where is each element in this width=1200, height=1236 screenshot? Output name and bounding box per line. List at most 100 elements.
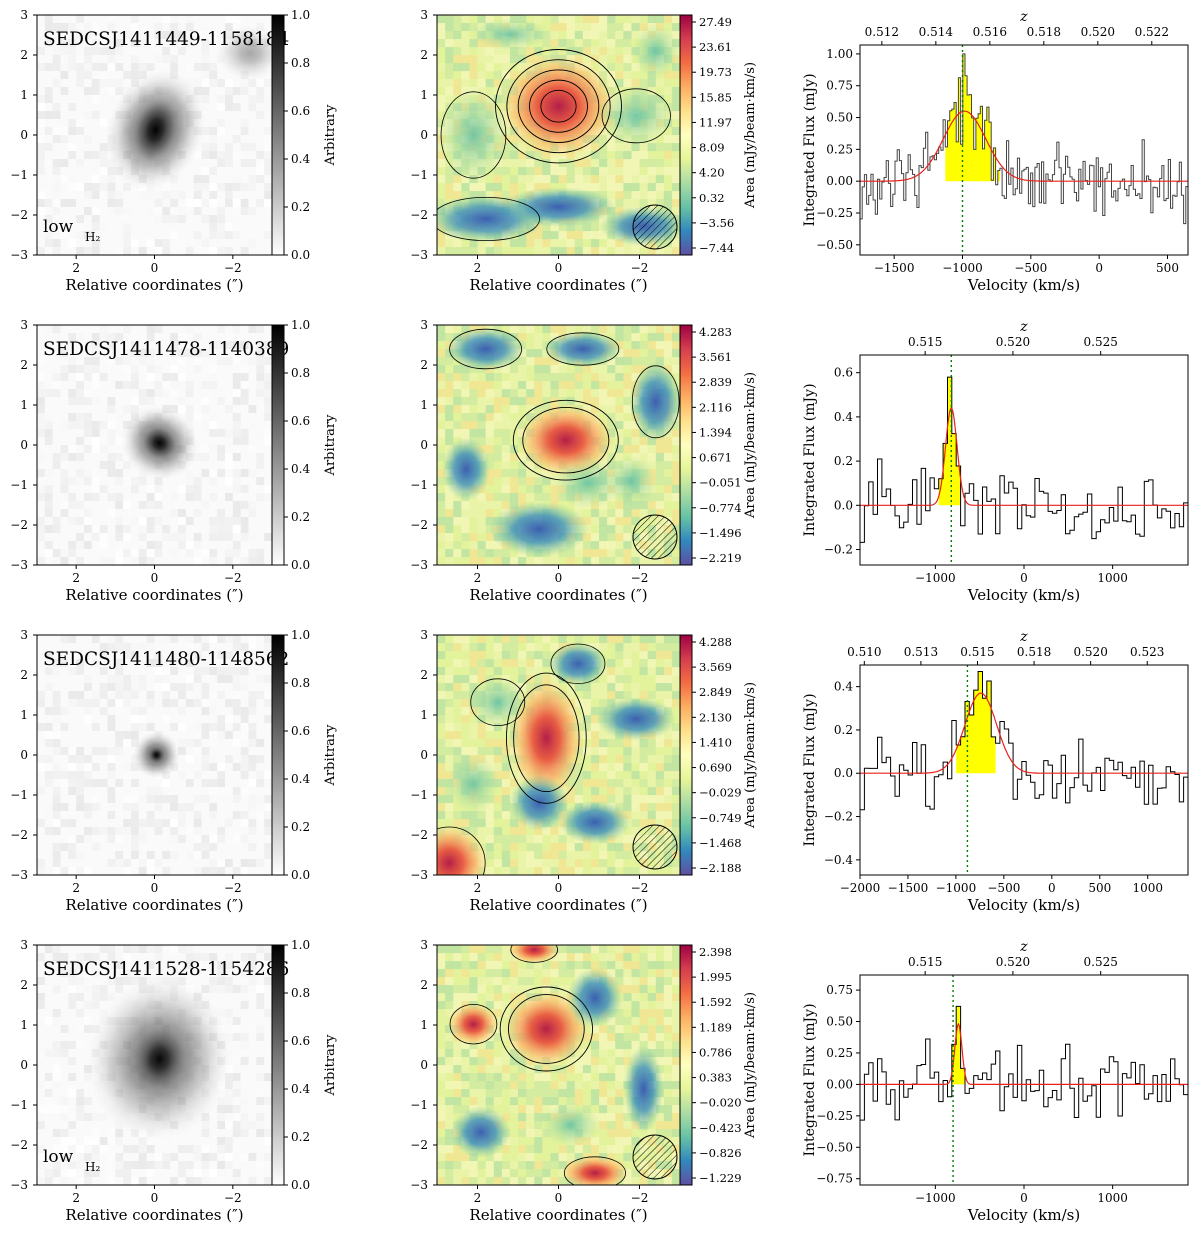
colorbar-tick-label: 4.20 bbox=[699, 166, 725, 180]
contour bbox=[437, 197, 540, 241]
low-h2-label: H₂ bbox=[85, 230, 100, 244]
z-tick-label: 0.522 bbox=[1135, 25, 1169, 39]
y-tick-label: 0.50 bbox=[826, 1015, 853, 1029]
colorbar-tick-label: 0.0 bbox=[291, 1178, 310, 1192]
colorbar-tick-label: 0.690 bbox=[699, 761, 732, 775]
optical-image-panel: SEDCSJ1411449-1158184 low H₂ 3 2 1 0 −1 −2 −3 2 0 −2… bbox=[10, 8, 338, 294]
z-tick-label: 0.515 bbox=[908, 955, 942, 969]
y-tick-label: 3 bbox=[420, 318, 428, 332]
y-tick-label: −0.2 bbox=[824, 810, 853, 824]
colorbar bbox=[679, 944, 693, 1186]
colorbar-label: Arbitrary bbox=[323, 104, 338, 166]
colorbar-tick-label: −0.826 bbox=[699, 1146, 742, 1160]
map-emission-region bbox=[605, 455, 658, 507]
y-tick-label: 2 bbox=[20, 978, 28, 992]
colorbar-tick-label: 0.8 bbox=[291, 56, 310, 70]
map-emission-region bbox=[498, 52, 619, 161]
spectrum-panel: −0.50 −0.25 0.00 0.25 0.50 0.75 1.00 −1500 −1000… bbox=[802, 9, 1189, 294]
y-tick-label: −3 bbox=[10, 868, 28, 882]
x-tick-label: 2 bbox=[72, 881, 80, 895]
y-tick-label: 2 bbox=[20, 668, 28, 682]
spectrum-panel: −0.4 −0.2 0.0 0.2 0.4 −2000 −1500 −1000 −500 0 500… bbox=[802, 629, 1189, 914]
contour bbox=[546, 332, 620, 366]
colorbar-tick-label: −0.051 bbox=[699, 476, 742, 490]
beam-ellipse bbox=[632, 824, 678, 870]
map-emission-region bbox=[437, 823, 490, 875]
map-emission-region bbox=[437, 87, 510, 183]
x-tick-label: −2 bbox=[631, 261, 649, 275]
y-tick-label: −2 bbox=[10, 828, 28, 842]
x-tick-label: 0 bbox=[1020, 1191, 1028, 1205]
source-name-label: SEDCSJ1411449-1158184 bbox=[43, 29, 289, 50]
colorbar-tick-label: 0.6 bbox=[291, 724, 310, 738]
colorbar-tick-label: 2.398 bbox=[699, 945, 732, 959]
x-tick-label: 500 bbox=[1156, 261, 1179, 275]
y-tick-label: −0.75 bbox=[816, 1172, 853, 1186]
x-tick-label: −2 bbox=[631, 571, 649, 585]
contour bbox=[540, 89, 577, 123]
contour bbox=[522, 407, 610, 474]
y-tick-label: 2 bbox=[20, 48, 28, 62]
map-emission-region bbox=[445, 327, 526, 371]
beam-ellipse bbox=[632, 1134, 678, 1180]
map-emission-region bbox=[489, 501, 590, 557]
z-tick-label: 0.510 bbox=[847, 645, 881, 659]
colorbar-tick-label: 4.288 bbox=[699, 635, 732, 649]
spectrum-step-line bbox=[860, 53, 1188, 225]
y-tick-label: −2 bbox=[410, 828, 428, 842]
y-tick-label: 0.00 bbox=[826, 174, 853, 188]
source-name-label: SEDCSJ1411480-1148562 bbox=[43, 649, 289, 670]
x-tick-label: 2 bbox=[474, 571, 482, 585]
y-tick-label: −1 bbox=[10, 1098, 28, 1112]
map-emission-region bbox=[508, 945, 561, 964]
colorbar-tick-label: 2.839 bbox=[699, 375, 732, 389]
y-tick-label: 0.25 bbox=[826, 1046, 853, 1060]
map-emission-region bbox=[447, 1002, 500, 1047]
colorbar-tick-label: 0.4 bbox=[291, 462, 310, 476]
colorbar-tick-label: 8.09 bbox=[699, 141, 725, 155]
x-tick-label: 0 bbox=[555, 261, 563, 275]
spectrum-plot-area bbox=[860, 975, 1188, 1185]
y-tick-label: 2 bbox=[420, 358, 428, 372]
colorbar-tick-label: 0.6 bbox=[291, 1034, 310, 1048]
colorbar-tick-label: 0.2 bbox=[291, 200, 310, 214]
source-name-label: SEDCSJ1411528-1154286 bbox=[43, 959, 289, 980]
y-tick-label: 3 bbox=[20, 8, 28, 22]
colorbar-label: Area (mJy/beam·km/s) bbox=[743, 62, 758, 209]
x-tick-label: 0 bbox=[151, 261, 159, 275]
z-tick-label: 0.525 bbox=[1084, 955, 1118, 969]
z-tick-label: 0.520 bbox=[996, 335, 1030, 349]
spectrum-frame bbox=[859, 354, 1189, 566]
colorbar-tick-label: −7.44 bbox=[699, 241, 734, 255]
map-emission-region bbox=[629, 361, 680, 442]
map-emission-region bbox=[542, 331, 623, 367]
y-tick-label: −2 bbox=[410, 1138, 428, 1152]
y-tick-label: −2 bbox=[10, 1138, 28, 1152]
y-tick-label: 3 bbox=[420, 628, 428, 642]
y-tick-label: −3 bbox=[10, 1178, 28, 1192]
contour bbox=[529, 79, 588, 133]
spectrum-frame bbox=[859, 974, 1189, 1186]
y-tick-label: −1 bbox=[10, 478, 28, 492]
x-axis-label: Relative coordinates (″) bbox=[65, 1206, 243, 1224]
map-emission-region bbox=[442, 437, 491, 501]
y-tick-label: 1 bbox=[20, 708, 28, 722]
y-tick-label: 0 bbox=[20, 748, 28, 762]
y-tick-label: −2 bbox=[10, 518, 28, 532]
z-tick-label: 0.520 bbox=[996, 955, 1030, 969]
colorbar-tick-label: 3.569 bbox=[699, 660, 732, 674]
beam-ellipse bbox=[632, 514, 678, 560]
colorbar bbox=[679, 634, 693, 876]
x-tick-label: 2 bbox=[72, 571, 80, 585]
colorbar-label: Arbitrary bbox=[323, 1034, 338, 1096]
y-tick-label: 1 bbox=[20, 88, 28, 102]
y-tick-label: −1 bbox=[410, 1098, 428, 1112]
y-axis-label: Integrated Flux (mJy) bbox=[802, 383, 818, 536]
colorbar-tick-label: −1.229 bbox=[699, 1171, 742, 1185]
optical-image-panel: SEDCSJ1411528-1154286 low H₂ 3 2 1 0 −1 −2 −3 2 0 −2… bbox=[10, 938, 338, 1224]
colorbar-tick-label: 0.4 bbox=[291, 152, 310, 166]
x-tick-label: −500 bbox=[987, 881, 1020, 895]
y-tick-label: 3 bbox=[420, 8, 428, 22]
